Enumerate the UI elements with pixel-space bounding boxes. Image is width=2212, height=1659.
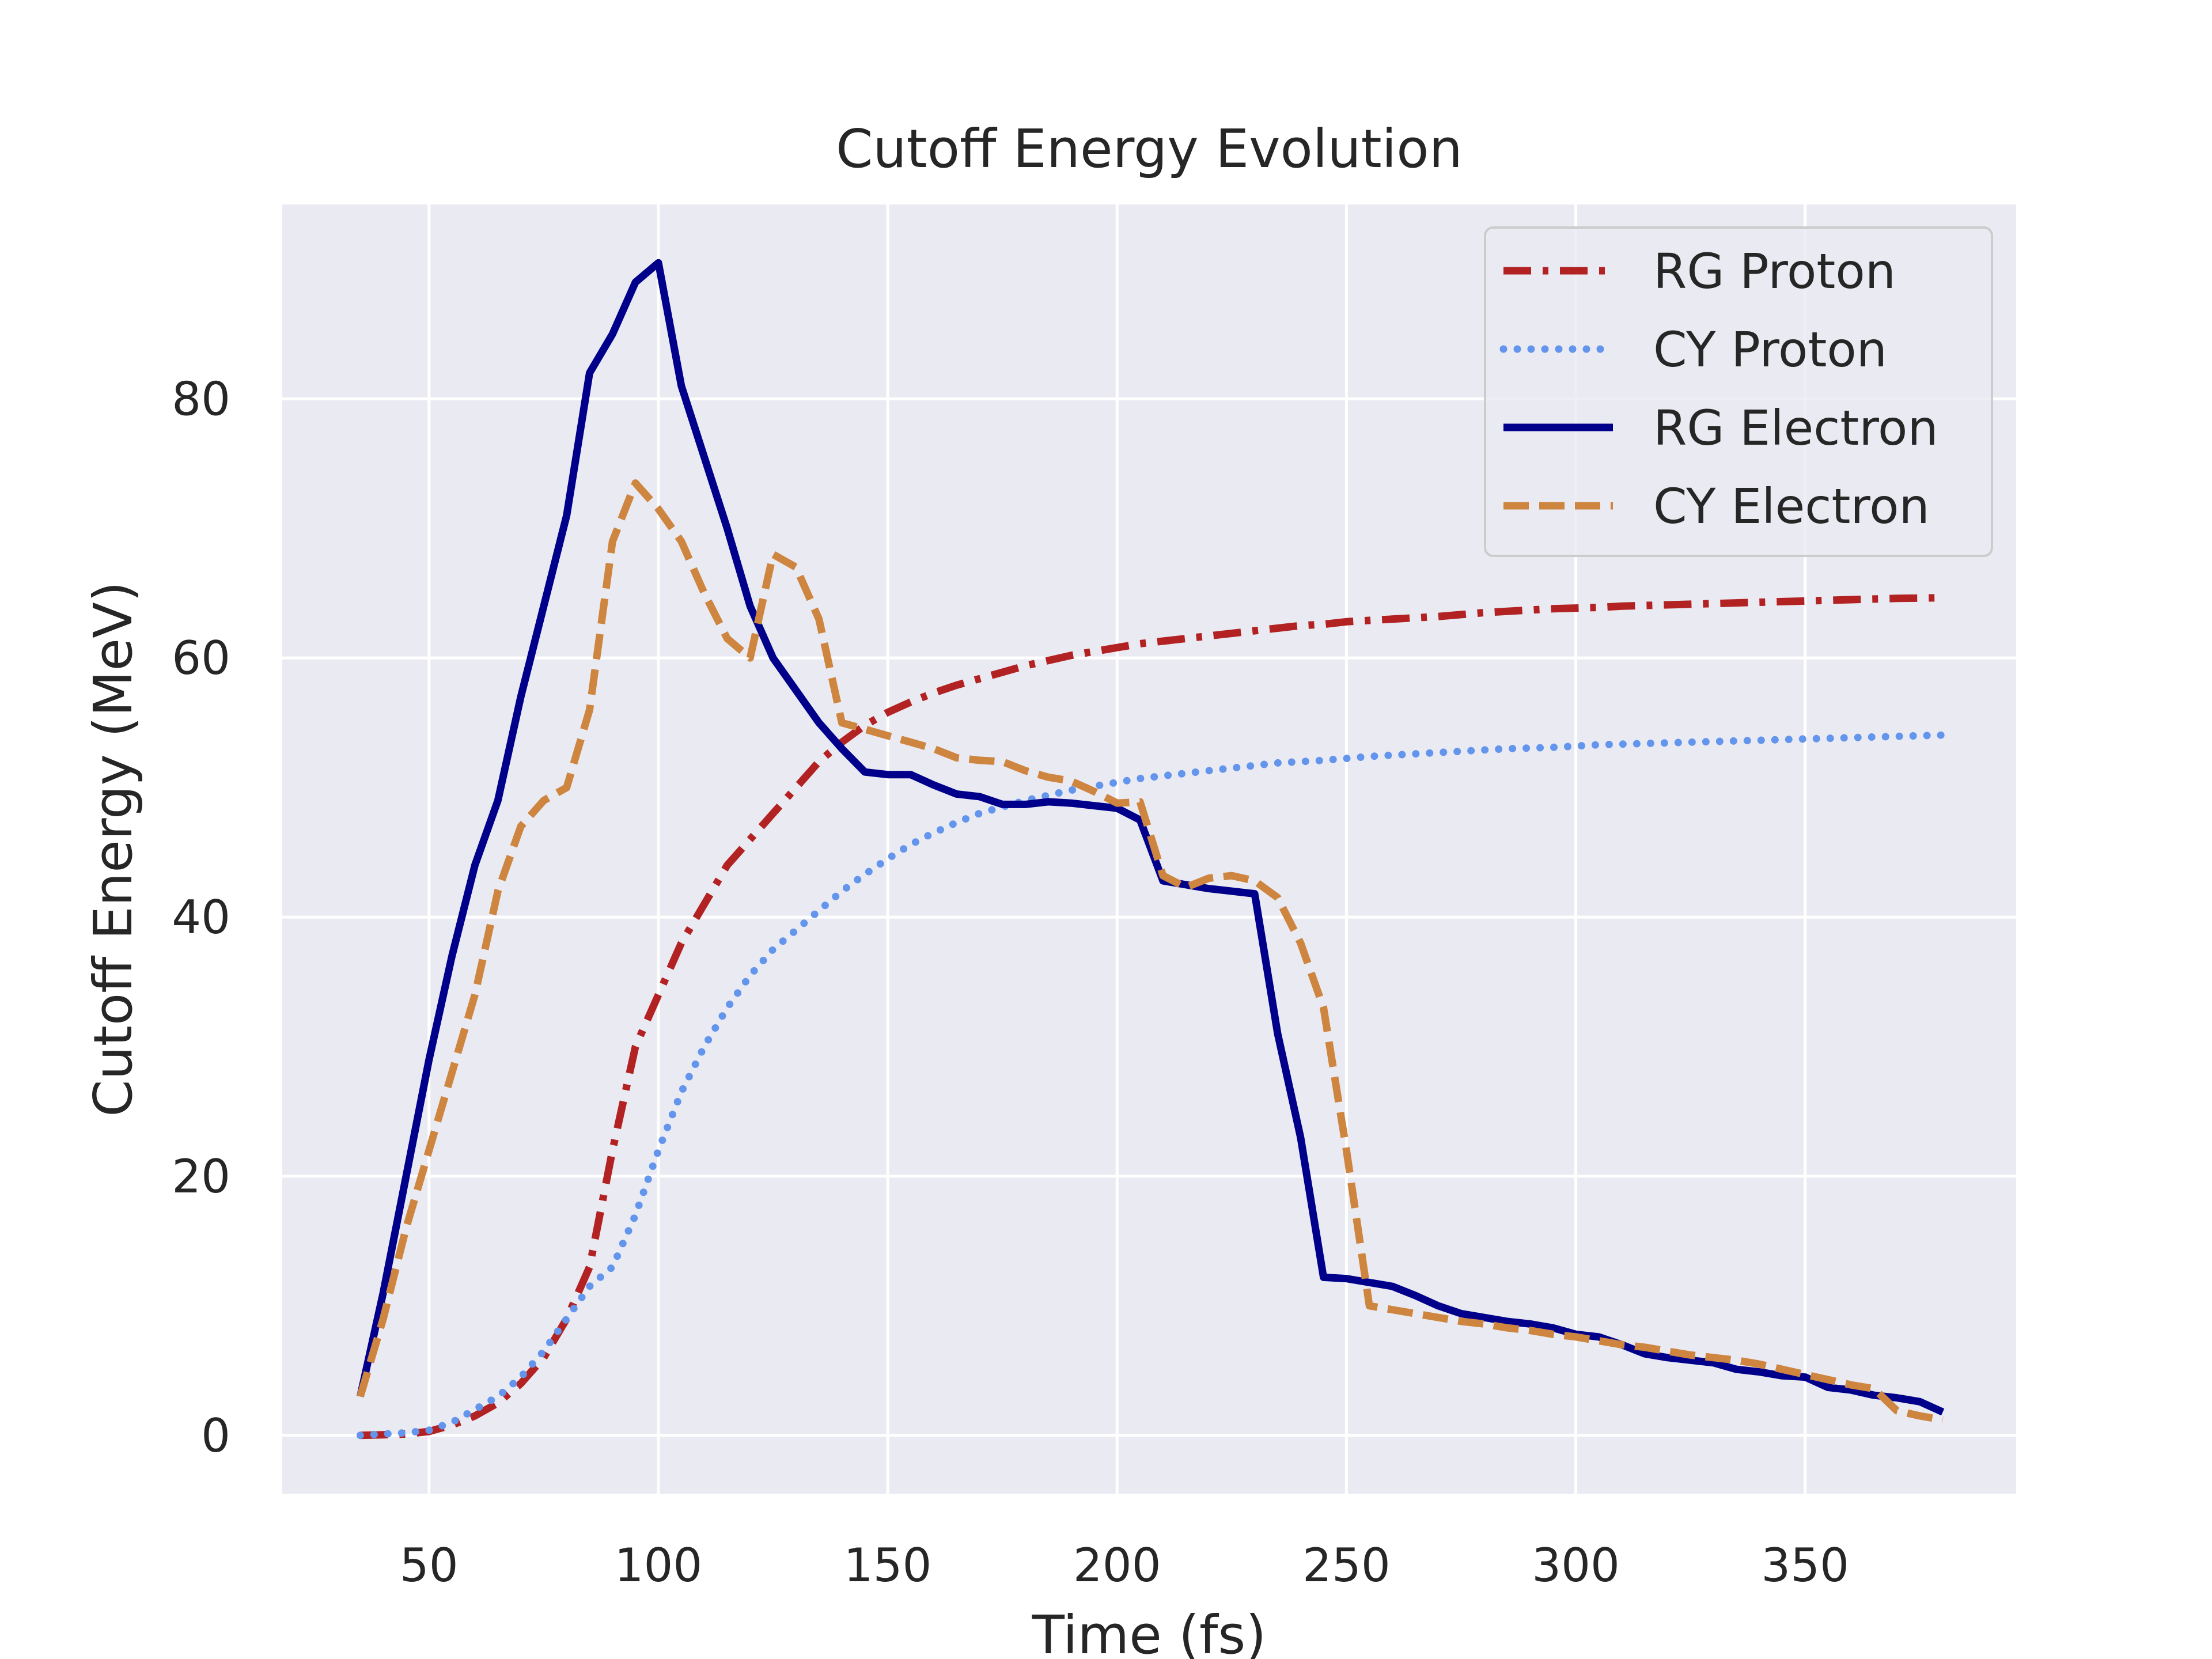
- x-tick-label-50: 50: [400, 1539, 459, 1592]
- x-tick-label-250: 250: [1302, 1539, 1391, 1592]
- grid: [282, 204, 2016, 1494]
- x-tick-label-350: 350: [1761, 1539, 1849, 1592]
- x-tick-label-100: 100: [615, 1539, 703, 1592]
- x-tick-label-200: 200: [1073, 1539, 1161, 1592]
- x-tick-labels: 50 100 150 200 250 300 350: [400, 1539, 1849, 1592]
- legend: RG Proton CY Proton RG Electron CY Electron: [1484, 226, 1993, 557]
- legend-label-rg-electron: RG Electron: [1653, 400, 1938, 456]
- y-tick-labels: 0 20 40 60 80: [172, 372, 230, 1462]
- legend-label-cy-electron: CY Electron: [1653, 478, 1930, 535]
- legend-box: [1484, 226, 1993, 557]
- y-tick-label-60: 60: [172, 631, 230, 685]
- series-lines: [356, 259, 1947, 1440]
- x-tick-label-150: 150: [844, 1539, 932, 1592]
- series-line-cy-electron: [357, 479, 1944, 1424]
- y-tick-label-40: 40: [172, 891, 230, 944]
- series-line-rg-proton: [360, 594, 1943, 1440]
- y-axis-label: Cutoff Energy (MeV): [82, 581, 144, 1117]
- x-axis-label: Time (fs): [1032, 1604, 1267, 1659]
- legend-label-cy-proton: CY Proton: [1653, 321, 1887, 378]
- y-tick-label-20: 20: [172, 1150, 230, 1203]
- series-line-cy-proton: [356, 731, 1947, 1440]
- y-tick-label-0: 0: [201, 1409, 230, 1463]
- y-tick-label-80: 80: [172, 372, 230, 426]
- chart-title: Cutoff Energy Evolution: [836, 118, 1463, 180]
- legend-label-rg-proton: RG Proton: [1653, 243, 1896, 300]
- x-tick-label-300: 300: [1532, 1539, 1620, 1592]
